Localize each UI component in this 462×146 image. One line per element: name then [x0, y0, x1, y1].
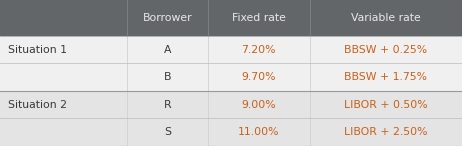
- Text: BBSW + 1.75%: BBSW + 1.75%: [344, 72, 427, 82]
- Bar: [208, 0, 310, 36]
- Bar: [0, 36, 462, 63]
- Text: 9.70%: 9.70%: [242, 72, 276, 82]
- Text: B: B: [164, 72, 171, 82]
- Bar: [127, 0, 208, 36]
- Bar: [0, 91, 462, 118]
- Text: Variable rate: Variable rate: [351, 13, 420, 23]
- Text: 11.00%: 11.00%: [238, 127, 280, 137]
- Text: Situation 1: Situation 1: [8, 45, 67, 55]
- Text: R: R: [164, 100, 171, 110]
- Text: Borrower: Borrower: [143, 13, 192, 23]
- Text: LIBOR + 0.50%: LIBOR + 0.50%: [344, 100, 428, 110]
- Text: Fixed rate: Fixed rate: [232, 13, 286, 23]
- Text: BBSW + 0.25%: BBSW + 0.25%: [344, 45, 427, 55]
- Text: LIBOR + 2.50%: LIBOR + 2.50%: [344, 127, 427, 137]
- Text: S: S: [164, 127, 171, 137]
- Text: 9.00%: 9.00%: [242, 100, 276, 110]
- Bar: [0, 0, 127, 36]
- Text: A: A: [164, 45, 171, 55]
- Text: Situation 2: Situation 2: [8, 100, 67, 110]
- Bar: [0, 118, 462, 146]
- Bar: [0, 63, 462, 91]
- Bar: [310, 0, 462, 36]
- Text: 7.20%: 7.20%: [242, 45, 276, 55]
